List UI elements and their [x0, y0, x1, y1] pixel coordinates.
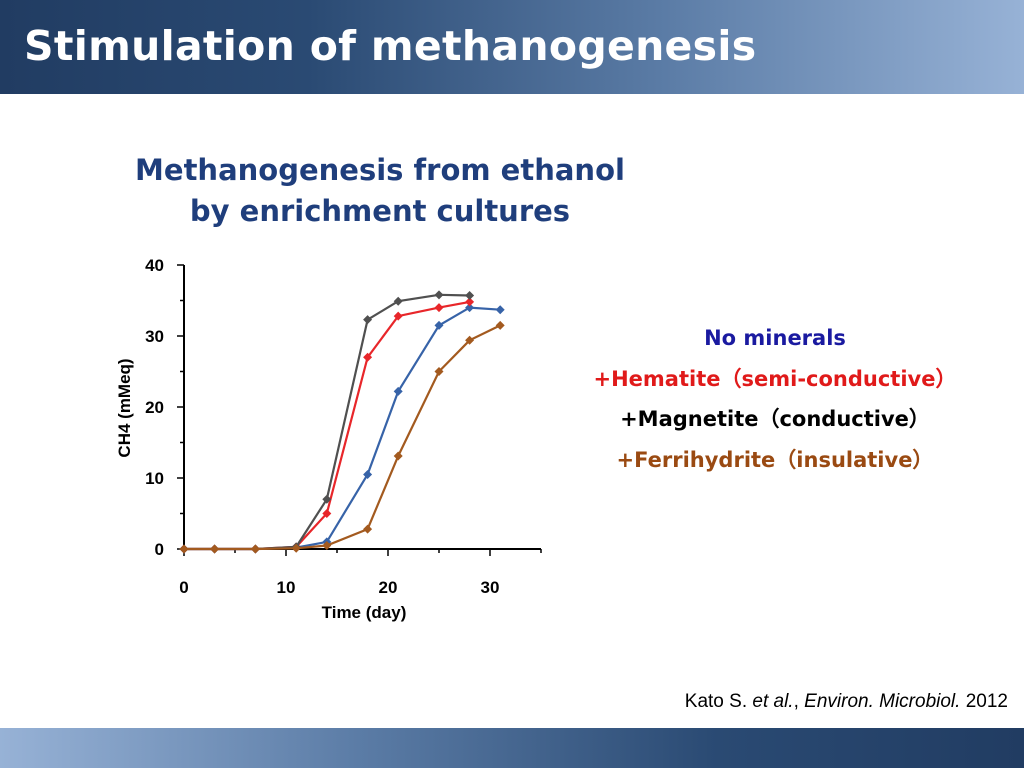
citation: Kato S. et al., Environ. Microbiol. 2012 — [685, 691, 1008, 713]
citation-etal: et al. — [752, 691, 794, 712]
x-tick-label: 0 — [179, 578, 188, 597]
data-point — [363, 352, 373, 362]
y-tick-label: 20 — [145, 398, 164, 417]
data-point — [465, 303, 475, 313]
data-point — [495, 305, 505, 315]
legend-item-magnetite: +Magnetite（conductive） — [620, 407, 930, 431]
chart-axes: 0 10 20 30 0 10 20 30 40 — [145, 256, 542, 597]
legend-item-ferrihydrite: +Ferrihydrite（insulative） — [616, 447, 934, 472]
data-point — [434, 290, 444, 300]
chart-title-line2: by enrichment cultures — [189, 194, 571, 228]
data-point — [363, 524, 373, 534]
citation-year: 2012 — [965, 691, 1008, 712]
data-point — [393, 296, 403, 306]
data-point — [434, 303, 444, 313]
chart-series — [179, 290, 505, 554]
x-axis-label: Time (day) — [322, 603, 407, 622]
data-point — [434, 320, 444, 330]
y-tick-label: 10 — [145, 469, 164, 488]
data-point — [495, 320, 505, 330]
slide-title: Stimulation of methanogenesis — [24, 22, 757, 70]
chart-legend: No minerals +Hematite（semi-conductive） +… — [540, 318, 1010, 480]
series-ferrihydrite — [179, 320, 505, 554]
legend-item-no-minerals: No minerals — [704, 326, 846, 350]
data-point — [210, 544, 220, 554]
title-bar: Stimulation of methanogenesis — [0, 0, 1024, 94]
citation-separator: , — [793, 691, 799, 712]
data-point — [393, 386, 403, 396]
data-point — [465, 297, 475, 307]
legend-item-hematite: +Hematite（semi-conductive） — [593, 366, 957, 391]
data-point — [363, 469, 373, 479]
data-point — [434, 367, 444, 376]
series-line — [184, 324, 501, 551]
y-tick-label: 0 — [155, 540, 164, 559]
data-point — [322, 494, 332, 504]
data-point — [393, 311, 403, 321]
y-axis-label: CH4 (mMeq) — [115, 358, 134, 457]
data-point — [250, 544, 260, 554]
y-tick-label: 30 — [145, 327, 164, 346]
series-hematite — [179, 297, 475, 554]
x-tick-label: 10 — [277, 578, 296, 597]
data-point — [322, 509, 332, 518]
chart-title: Methanogenesis from ethanol by enrichmen… — [60, 150, 700, 232]
x-tick-label: 20 — [379, 578, 398, 597]
data-point — [363, 315, 373, 325]
chart-title-line1: Methanogenesis from ethanol — [135, 153, 625, 187]
data-point — [322, 540, 332, 550]
data-point — [291, 543, 301, 553]
data-point — [465, 335, 475, 345]
citation-author: Kato S. — [684, 691, 748, 712]
bottom-bar — [0, 728, 1024, 768]
x-tick-label: 30 — [481, 578, 500, 597]
data-point — [393, 451, 403, 461]
data-point — [465, 291, 475, 301]
citation-journal: Environ. Microbiol. — [804, 691, 961, 712]
data-point — [179, 544, 189, 554]
y-tick-label: 40 — [145, 256, 164, 275]
